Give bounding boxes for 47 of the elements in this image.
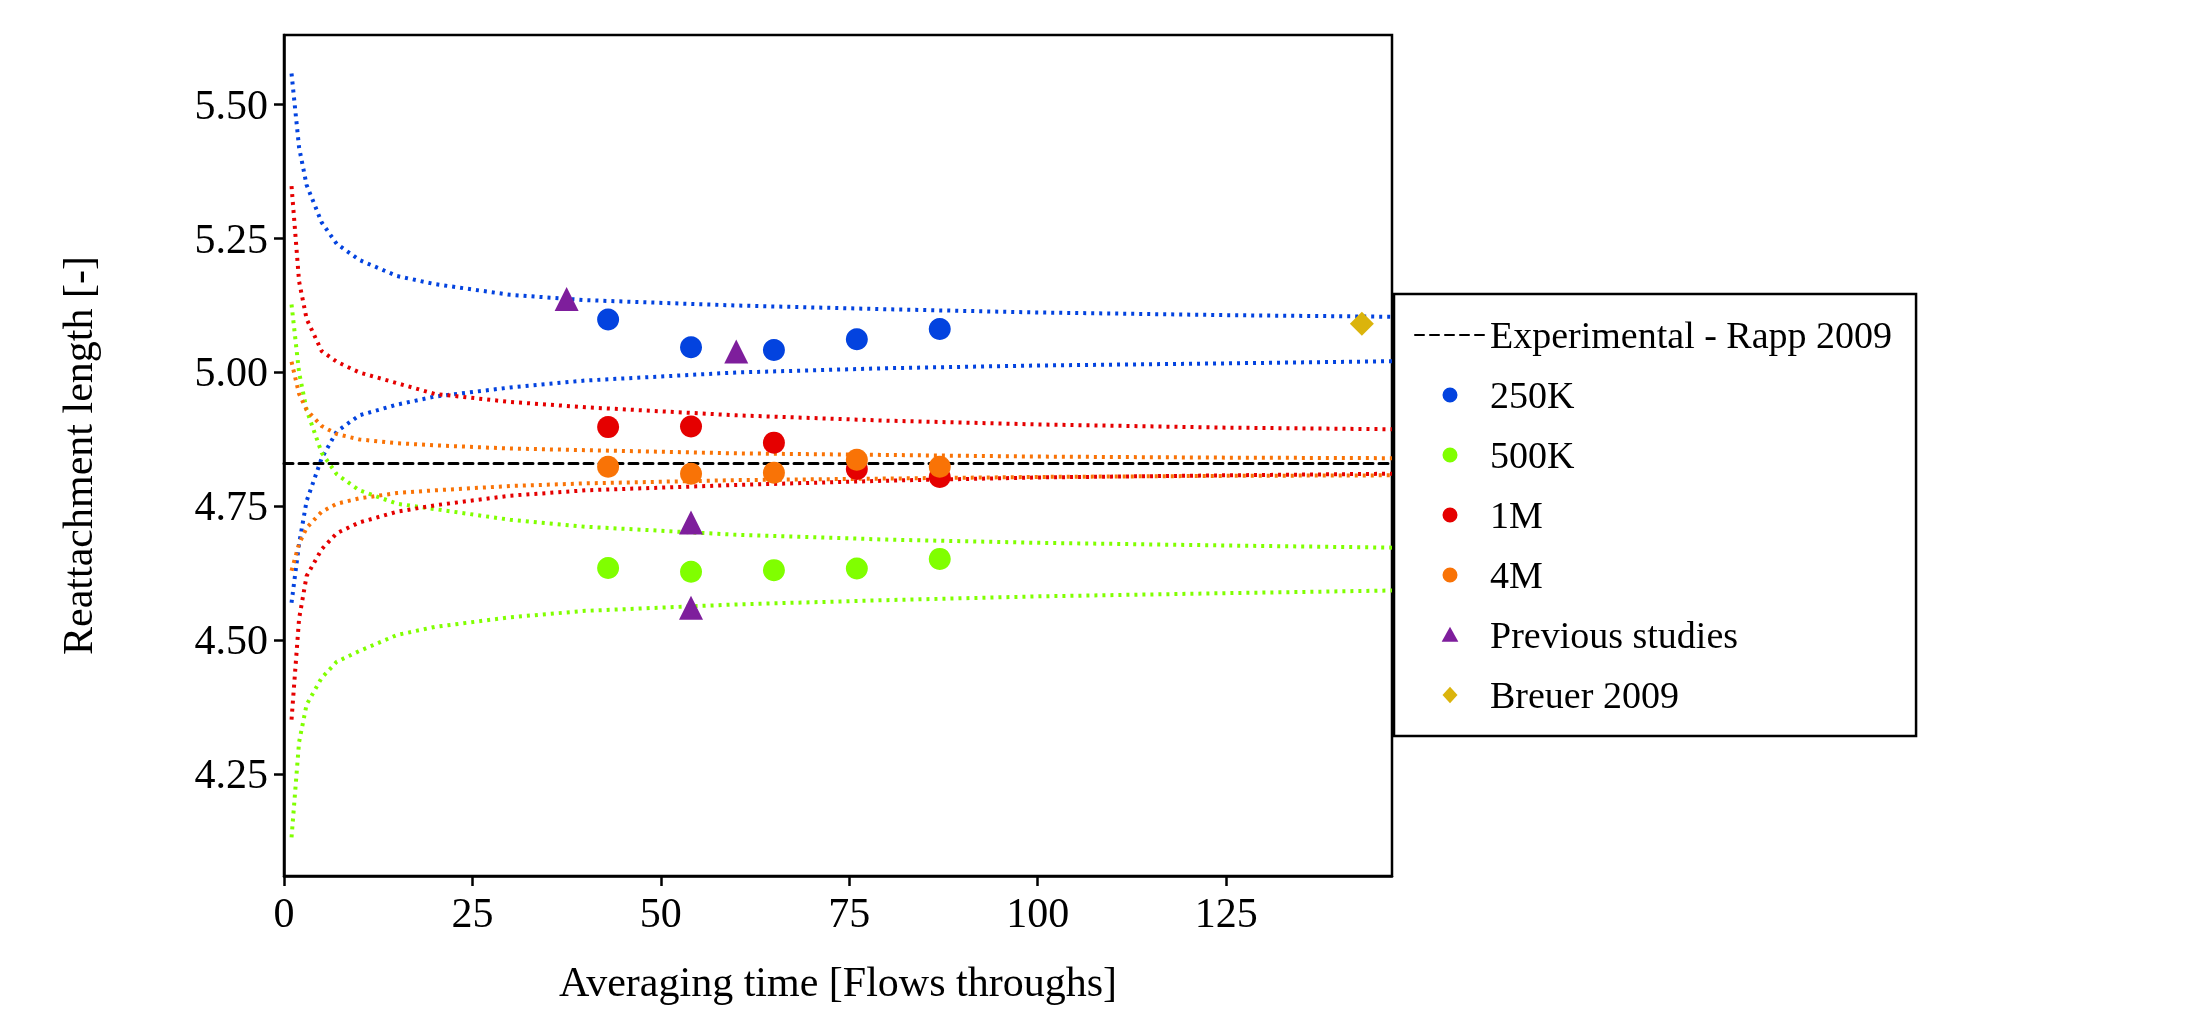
point xyxy=(845,328,868,351)
x-tick-label: 25 xyxy=(451,890,494,936)
point xyxy=(762,338,785,361)
x-tick-label: 75 xyxy=(828,890,871,936)
point xyxy=(597,308,620,331)
legend-label: Previous studies xyxy=(1490,614,1739,656)
point xyxy=(680,462,703,485)
y-tick-label: 5.50 xyxy=(194,81,268,128)
legend-label: 500K xyxy=(1490,434,1575,476)
point xyxy=(554,287,579,312)
point xyxy=(679,510,704,535)
legend-label: Breuer 2009 xyxy=(1490,674,1679,716)
legend-label: Experimental - Rapp 2009 xyxy=(1490,314,1893,356)
legend-label: 250K xyxy=(1490,374,1575,416)
x-tick-label: 100 xyxy=(1006,890,1070,936)
point xyxy=(680,336,703,359)
x-axis-title: Averaging time [Flows throughs] xyxy=(559,959,1117,1005)
point xyxy=(928,455,951,478)
point xyxy=(597,557,620,579)
point xyxy=(597,416,620,439)
point xyxy=(762,461,785,484)
y-tick-label: 5.00 xyxy=(194,349,268,396)
legend-label: 4M xyxy=(1490,554,1543,596)
line-series xyxy=(289,588,1394,840)
point xyxy=(597,455,620,478)
point xyxy=(928,318,951,341)
point xyxy=(762,559,785,582)
x-tick-label: 50 xyxy=(639,890,682,936)
x-tick-label: 125 xyxy=(1194,890,1258,936)
line-series xyxy=(289,359,1394,605)
point xyxy=(679,595,704,620)
point xyxy=(845,448,868,471)
point xyxy=(762,431,785,454)
line-series xyxy=(289,302,1394,550)
y-tick-label: 4.25 xyxy=(194,751,268,798)
y-tick-label: 4.75 xyxy=(194,483,268,530)
y-tick-label: 5.25 xyxy=(194,215,268,262)
point xyxy=(680,415,703,438)
point xyxy=(845,557,868,580)
legend-label: 1M xyxy=(1490,494,1543,536)
y-axis-title: Reattachment length [-] xyxy=(55,256,101,655)
point xyxy=(724,339,749,364)
y-tick-label: 4.50 xyxy=(194,617,268,664)
point xyxy=(680,560,703,583)
point xyxy=(928,547,951,570)
x-tick-label: 0 xyxy=(273,890,295,936)
point xyxy=(1349,311,1374,336)
